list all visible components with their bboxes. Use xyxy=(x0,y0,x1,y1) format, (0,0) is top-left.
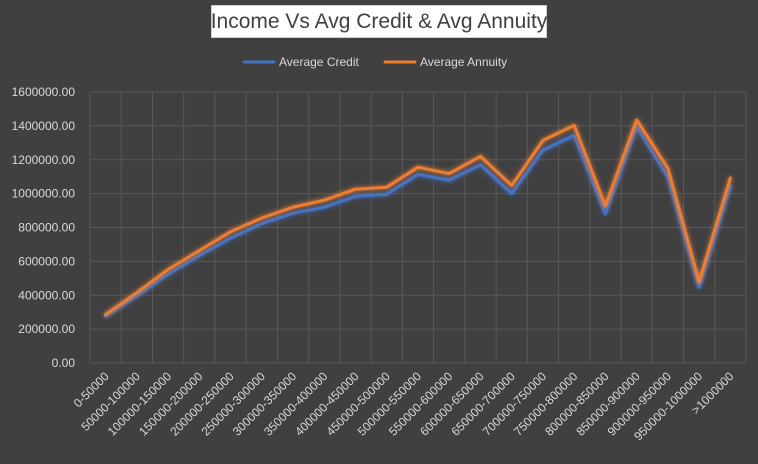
gridlines xyxy=(89,91,747,364)
legend-label: Average Annuity xyxy=(420,55,507,69)
legend: Average Credit Average Annuity xyxy=(242,55,507,69)
series-line-average-annuity xyxy=(104,118,732,317)
y-tick-label: 800000.00 xyxy=(18,221,75,235)
y-tick-label: 1400000.00 xyxy=(12,119,76,133)
y-tick-label: 1200000.00 xyxy=(12,153,76,167)
series-lines xyxy=(104,118,732,318)
y-tick-label: 400000.00 xyxy=(18,288,75,302)
y-tick-label: 1600000.00 xyxy=(12,85,76,99)
y-tick-label: 1000000.00 xyxy=(12,187,76,201)
y-tick-label: 600000.00 xyxy=(18,254,75,268)
chart-title: Income Vs Avg Credit & Avg Annuity xyxy=(211,5,547,38)
series-line-average-credit xyxy=(104,125,732,318)
legend-item-average-annuity: Average Annuity xyxy=(383,55,507,69)
y-tick-label: 200000.00 xyxy=(18,322,75,336)
legend-item-average-credit: Average Credit xyxy=(242,55,359,69)
x-axis-ticks: 0-5000050000-100000100000-150000150000-2… xyxy=(71,369,737,443)
y-tick-label: 0.00 xyxy=(52,356,76,370)
y-axis-ticks: 0.00 200000.00 400000.00 600000.00 800000.00… xyxy=(12,85,76,370)
legend-label: Average Credit xyxy=(279,55,359,69)
